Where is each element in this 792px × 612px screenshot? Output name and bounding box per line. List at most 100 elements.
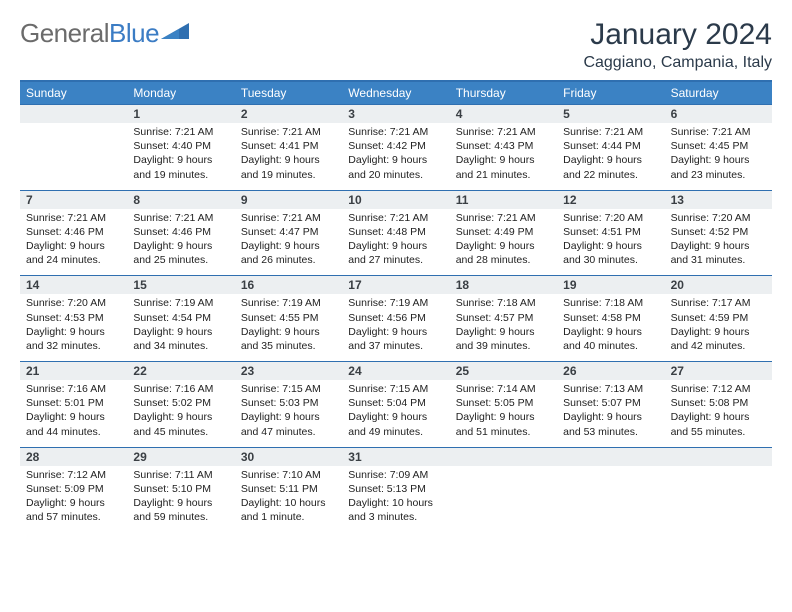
title-block: January 2024 Caggiano, Campania, Italy xyxy=(583,18,772,72)
content-row: Sunrise: 7:21 AMSunset: 4:40 PMDaylight:… xyxy=(20,123,772,190)
sunrise-text: Sunrise: 7:09 AM xyxy=(348,468,443,482)
content-row: Sunrise: 7:21 AMSunset: 4:46 PMDaylight:… xyxy=(20,209,772,276)
sunrise-text: Sunrise: 7:19 AM xyxy=(133,296,228,310)
day-number: 6 xyxy=(665,105,772,123)
day-cell: Sunrise: 7:21 AMSunset: 4:48 PMDaylight:… xyxy=(342,209,449,276)
daylight-text: Daylight: 9 hours and 27 minutes. xyxy=(348,239,443,267)
day-header: Monday xyxy=(127,82,234,104)
day-cell: Sunrise: 7:15 AMSunset: 5:03 PMDaylight:… xyxy=(235,380,342,447)
day-cell: Sunrise: 7:21 AMSunset: 4:41 PMDaylight:… xyxy=(235,123,342,190)
sunrise-text: Sunrise: 7:15 AM xyxy=(241,382,336,396)
sunrise-text: Sunrise: 7:21 AM xyxy=(133,125,228,139)
day-number xyxy=(450,448,557,466)
sunset-text: Sunset: 4:53 PM xyxy=(26,311,121,325)
day-header: Sunday xyxy=(20,82,127,104)
header: GeneralBlue January 2024 Caggiano, Campa… xyxy=(20,18,772,72)
calendar: SundayMondayTuesdayWednesdayThursdayFrid… xyxy=(20,80,772,532)
sunrise-text: Sunrise: 7:16 AM xyxy=(26,382,121,396)
brand-gray: General xyxy=(20,18,109,48)
day-header-row: SundayMondayTuesdayWednesdayThursdayFrid… xyxy=(20,82,772,104)
daylight-text: Daylight: 9 hours and 20 minutes. xyxy=(348,153,443,181)
day-cell: Sunrise: 7:16 AMSunset: 5:02 PMDaylight:… xyxy=(127,380,234,447)
day-number: 26 xyxy=(557,362,664,380)
daynum-row: 14151617181920 xyxy=(20,275,772,294)
brand-blue: Blue xyxy=(109,18,159,48)
sunrise-text: Sunrise: 7:12 AM xyxy=(26,468,121,482)
day-cell: Sunrise: 7:21 AMSunset: 4:46 PMDaylight:… xyxy=(127,209,234,276)
day-cell: Sunrise: 7:21 AMSunset: 4:44 PMDaylight:… xyxy=(557,123,664,190)
day-number: 24 xyxy=(342,362,449,380)
daylight-text: Daylight: 9 hours and 21 minutes. xyxy=(456,153,551,181)
day-number: 17 xyxy=(342,276,449,294)
sunrise-text: Sunrise: 7:21 AM xyxy=(456,211,551,225)
day-cell: Sunrise: 7:16 AMSunset: 5:01 PMDaylight:… xyxy=(20,380,127,447)
sunset-text: Sunset: 5:01 PM xyxy=(26,396,121,410)
day-cell: Sunrise: 7:12 AMSunset: 5:09 PMDaylight:… xyxy=(20,466,127,533)
day-cell: Sunrise: 7:21 AMSunset: 4:45 PMDaylight:… xyxy=(665,123,772,190)
day-cell: Sunrise: 7:13 AMSunset: 5:07 PMDaylight:… xyxy=(557,380,664,447)
day-cell: Sunrise: 7:18 AMSunset: 4:58 PMDaylight:… xyxy=(557,294,664,361)
day-cell: Sunrise: 7:21 AMSunset: 4:43 PMDaylight:… xyxy=(450,123,557,190)
day-number: 9 xyxy=(235,191,342,209)
sunrise-text: Sunrise: 7:21 AM xyxy=(133,211,228,225)
sunset-text: Sunset: 4:48 PM xyxy=(348,225,443,239)
daylight-text: Daylight: 9 hours and 53 minutes. xyxy=(563,410,658,438)
sunset-text: Sunset: 4:51 PM xyxy=(563,225,658,239)
sunset-text: Sunset: 4:44 PM xyxy=(563,139,658,153)
day-cell: Sunrise: 7:20 AMSunset: 4:51 PMDaylight:… xyxy=(557,209,664,276)
day-number: 15 xyxy=(127,276,234,294)
sunrise-text: Sunrise: 7:17 AM xyxy=(671,296,766,310)
location: Caggiano, Campania, Italy xyxy=(583,54,772,72)
day-cell: Sunrise: 7:10 AMSunset: 5:11 PMDaylight:… xyxy=(235,466,342,533)
sunset-text: Sunset: 5:10 PM xyxy=(133,482,228,496)
daylight-text: Daylight: 9 hours and 35 minutes. xyxy=(241,325,336,353)
day-header: Tuesday xyxy=(235,82,342,104)
day-number: 5 xyxy=(557,105,664,123)
daylight-text: Daylight: 9 hours and 32 minutes. xyxy=(26,325,121,353)
daynum-row: 28293031 xyxy=(20,447,772,466)
sunrise-text: Sunrise: 7:16 AM xyxy=(133,382,228,396)
sunrise-text: Sunrise: 7:10 AM xyxy=(241,468,336,482)
daylight-text: Daylight: 9 hours and 34 minutes. xyxy=(133,325,228,353)
daylight-text: Daylight: 9 hours and 42 minutes. xyxy=(671,325,766,353)
day-number: 31 xyxy=(342,448,449,466)
sunrise-text: Sunrise: 7:21 AM xyxy=(348,125,443,139)
day-cell: Sunrise: 7:15 AMSunset: 5:04 PMDaylight:… xyxy=(342,380,449,447)
day-number: 22 xyxy=(127,362,234,380)
day-number: 29 xyxy=(127,448,234,466)
brand-logo: GeneralBlue xyxy=(20,18,189,49)
sunrise-text: Sunrise: 7:21 AM xyxy=(241,211,336,225)
sunrise-text: Sunrise: 7:21 AM xyxy=(26,211,121,225)
sunset-text: Sunset: 4:46 PM xyxy=(133,225,228,239)
month-title: January 2024 xyxy=(583,18,772,52)
daylight-text: Daylight: 9 hours and 22 minutes. xyxy=(563,153,658,181)
daynum-row: 78910111213 xyxy=(20,190,772,209)
daylight-text: Daylight: 9 hours and 45 minutes. xyxy=(133,410,228,438)
day-number: 16 xyxy=(235,276,342,294)
daylight-text: Daylight: 9 hours and 19 minutes. xyxy=(241,153,336,181)
day-number: 13 xyxy=(665,191,772,209)
sunset-text: Sunset: 4:43 PM xyxy=(456,139,551,153)
sunrise-text: Sunrise: 7:19 AM xyxy=(241,296,336,310)
day-header: Thursday xyxy=(450,82,557,104)
sunset-text: Sunset: 4:59 PM xyxy=(671,311,766,325)
daylight-text: Daylight: 10 hours and 3 minutes. xyxy=(348,496,443,524)
sunset-text: Sunset: 4:40 PM xyxy=(133,139,228,153)
sunrise-text: Sunrise: 7:21 AM xyxy=(671,125,766,139)
day-cell: Sunrise: 7:20 AMSunset: 4:52 PMDaylight:… xyxy=(665,209,772,276)
sunrise-text: Sunrise: 7:21 AM xyxy=(456,125,551,139)
day-cell: Sunrise: 7:17 AMSunset: 4:59 PMDaylight:… xyxy=(665,294,772,361)
daylight-text: Daylight: 9 hours and 26 minutes. xyxy=(241,239,336,267)
day-cell: Sunrise: 7:21 AMSunset: 4:42 PMDaylight:… xyxy=(342,123,449,190)
sunrise-text: Sunrise: 7:21 AM xyxy=(241,125,336,139)
daylight-text: Daylight: 9 hours and 51 minutes. xyxy=(456,410,551,438)
day-number: 23 xyxy=(235,362,342,380)
day-header: Friday xyxy=(557,82,664,104)
sunrise-text: Sunrise: 7:13 AM xyxy=(563,382,658,396)
brand-text: GeneralBlue xyxy=(20,18,159,49)
triangle-icon xyxy=(161,21,189,46)
daylight-text: Daylight: 9 hours and 49 minutes. xyxy=(348,410,443,438)
daylight-text: Daylight: 9 hours and 30 minutes. xyxy=(563,239,658,267)
day-cell: Sunrise: 7:21 AMSunset: 4:49 PMDaylight:… xyxy=(450,209,557,276)
daylight-text: Daylight: 9 hours and 57 minutes. xyxy=(26,496,121,524)
